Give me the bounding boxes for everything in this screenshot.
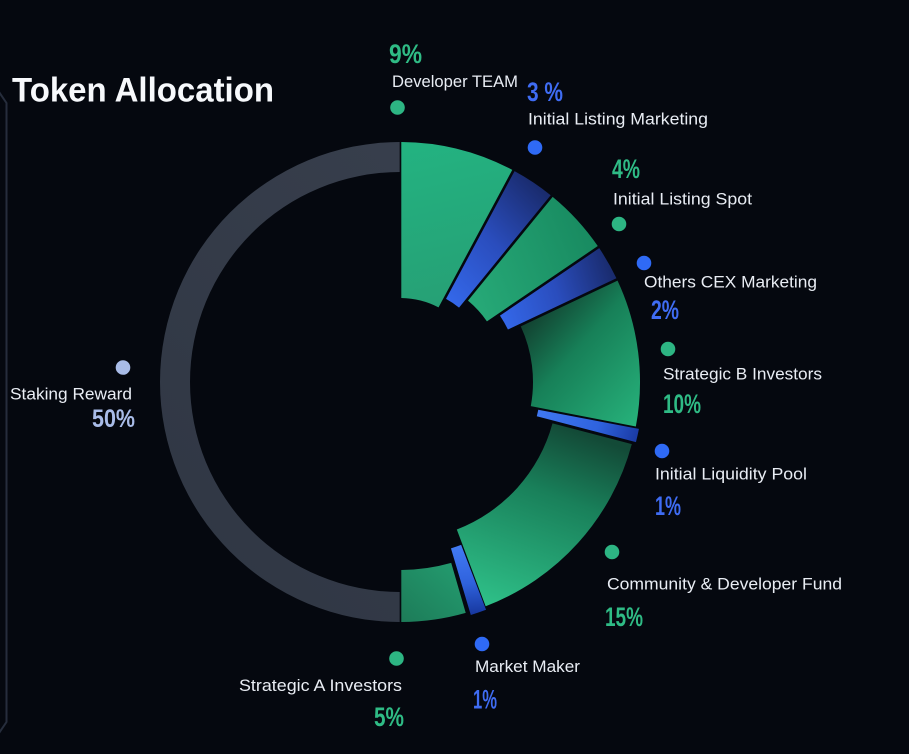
svg-text:Token Allocation: Token Allocation [12,72,274,110]
svg-text:1%: 1% [655,491,681,521]
svg-text:Market Maker: Market Maker [475,657,580,676]
svg-text:1%: 1% [473,685,497,715]
svg-text:Community & Developer Fund: Community & Developer Fund [607,574,842,593]
svg-text:Others CEX Marketing: Others CEX Marketing [644,272,817,291]
svg-text:15%: 15% [605,602,643,632]
svg-text:5%: 5% [374,702,404,732]
svg-text:50%: 50% [92,405,135,433]
svg-text:Developer TEAM: Developer TEAM [392,72,518,91]
svg-text:Strategic B Investors: Strategic B Investors [663,364,822,383]
svg-text:Initial Listing Marketing: Initial Listing Marketing [528,109,708,128]
svg-text:3 %: 3 % [527,77,563,107]
svg-text:Initial Listing Spot: Initial Listing Spot [613,189,752,208]
svg-text:2%: 2% [651,295,679,325]
svg-text:Strategic A Investors: Strategic A Investors [239,676,402,695]
svg-text:Staking Reward: Staking Reward [10,384,132,403]
svg-text:4%: 4% [612,154,640,184]
svg-text:Initial Liquidity Pool: Initial Liquidity Pool [655,464,807,483]
svg-text:9%: 9% [389,39,422,69]
svg-text:10%: 10% [663,389,701,419]
